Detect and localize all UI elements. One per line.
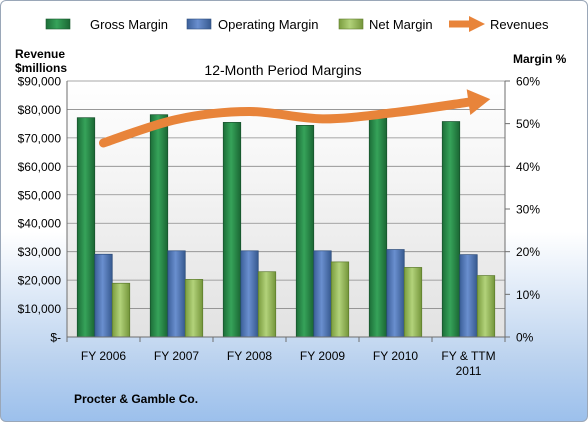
x-tick-label: FY 2010: [373, 349, 418, 363]
right-axis-label: Margin %: [513, 52, 567, 66]
bar-net-margin: [257, 271, 277, 338]
legend-label: Net Margin: [369, 17, 433, 32]
x-tick-label: FY & TTM 2011: [441, 349, 495, 378]
left-tick-label: $60,000: [18, 160, 62, 174]
chart-title: 12-Month Period Margins: [204, 62, 361, 78]
bar-operating-margin: [167, 250, 186, 338]
bar-operating-margin: [240, 250, 259, 338]
legend-item-net-margin: Net Margin: [338, 17, 433, 32]
bar-net-margin: [184, 279, 204, 338]
legend-item-gross-margin: Gross Margin: [45, 17, 168, 32]
bar-gross-margin: [76, 117, 96, 338]
bar-gross-margin: [222, 122, 242, 338]
left-tick-label: $30,000: [18, 245, 62, 259]
bar-operating-margin: [386, 249, 405, 338]
left-tick-label: $20,000: [18, 274, 62, 288]
x-tick-label: FY 2008: [227, 349, 272, 363]
legend-item-operating-margin: Operating Margin: [186, 17, 318, 32]
bar-net-margin: [476, 275, 496, 338]
bars: [76, 114, 496, 338]
bar-net-margin: [111, 282, 131, 338]
legend: Gross Margin Operating Margin Net Margin…: [45, 16, 549, 32]
right-tick-label: 30%: [516, 203, 540, 217]
left-tick-label: $90,000: [18, 75, 62, 89]
right-tick-label: 50%: [516, 117, 540, 131]
left-axis-ticks: $- $10,000 $20,000 $30,000 $40,000 $50,000 $60…: [18, 75, 62, 345]
right-tick-label: 40%: [516, 160, 540, 174]
x-tick-label: FY 2006: [81, 349, 126, 363]
revenue-arrow-head: [466, 89, 491, 116]
footer-company: Procter & Gamble Co.: [74, 392, 198, 406]
left-tick-label: $10,000: [18, 302, 62, 316]
revenue-series: [99, 89, 491, 148]
left-tick-label: $70,000: [18, 131, 62, 145]
right-tick-label: 60%: [516, 75, 540, 89]
legend-label: Revenues: [490, 17, 549, 32]
bar-net-margin: [330, 261, 350, 338]
bar-gross-margin: [295, 125, 315, 338]
left-axis-label: Revenue: [15, 47, 65, 61]
bar-gross-margin: [441, 121, 461, 338]
left-tick-label: $50,000: [18, 188, 62, 202]
right-tick-label: 0%: [516, 331, 534, 345]
legend-label: Gross Margin: [90, 17, 168, 32]
right-axis-ticks: 0% 10% 20% 30% 40% 50% 60%: [505, 75, 540, 345]
plot-area: [67, 81, 505, 337]
x-tick-label: FY 2009: [300, 349, 345, 363]
bar-operating-margin: [459, 254, 478, 338]
right-tick-label: 20%: [516, 245, 540, 259]
left-axis-label-units: $millions: [15, 61, 67, 75]
x-axis-ticks: FY 2006 FY 2007 FY 2008 FY 2009 FY 2010 FY & …: [66, 336, 506, 378]
legend-item-revenues: Revenues: [449, 16, 549, 32]
right-tick-label: 10%: [516, 288, 540, 302]
revenue-line: [99, 97, 473, 148]
bar-operating-margin: [313, 250, 332, 338]
left-tick-label: $80,000: [18, 103, 62, 117]
bar-net-margin: [403, 267, 423, 338]
legend-arrow-head: [469, 16, 485, 32]
bar-gross-margin: [368, 114, 388, 338]
legend-label: Operating Margin: [218, 17, 318, 32]
left-tick-label: $-: [50, 331, 61, 345]
x-tick-label: FY 2007: [154, 349, 199, 363]
bar-operating-margin: [94, 253, 113, 338]
left-tick-label: $40,000: [18, 217, 62, 231]
bar-gross-margin: [149, 114, 169, 338]
